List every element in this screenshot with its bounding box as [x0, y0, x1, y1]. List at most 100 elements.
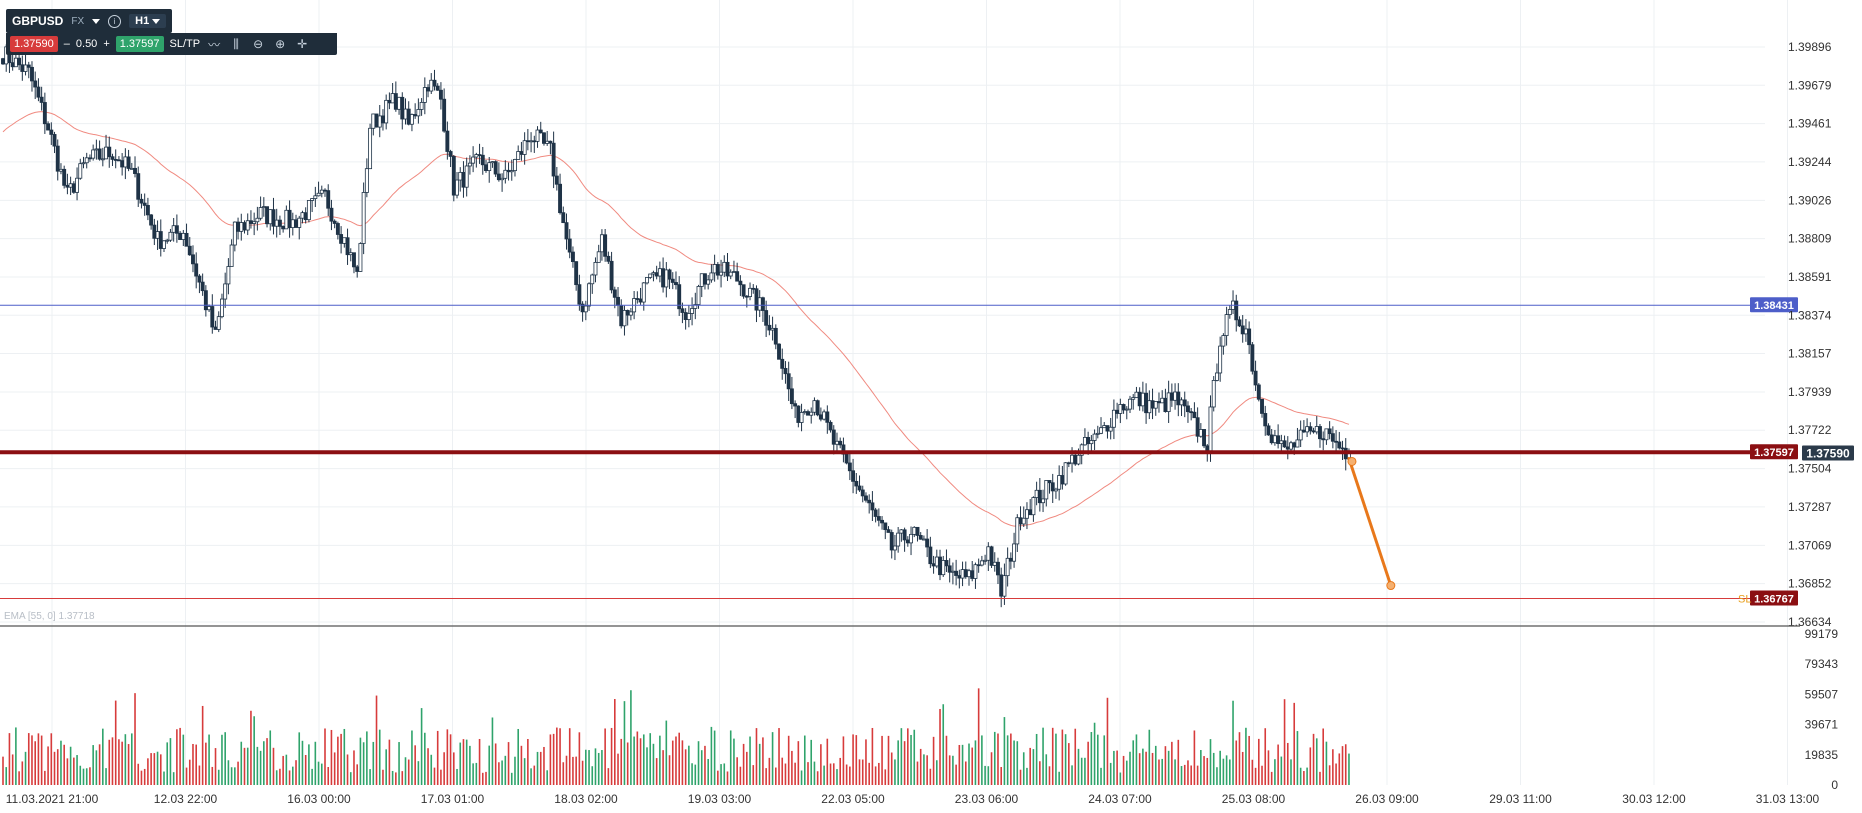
volume-bar	[807, 762, 809, 785]
volume-bar	[1019, 769, 1022, 785]
dropdown-icon[interactable]	[92, 18, 101, 24]
ema-legend: EMA [55, 0] 1.37718	[4, 611, 95, 622]
volume-bar	[762, 737, 764, 785]
volume-bar	[775, 767, 777, 785]
candle-body	[248, 220, 253, 224]
quantity-field[interactable]: 0.50	[75, 38, 98, 50]
volume-bar	[31, 735, 33, 785]
candle-body	[184, 232, 189, 247]
price-tick-label: 1.39026	[1788, 193, 1832, 207]
candle-body	[1, 58, 5, 65]
ema-path	[2, 111, 1350, 527]
candle-body	[17, 57, 22, 66]
volume-bar	[1277, 744, 1279, 785]
candle-body	[764, 310, 769, 326]
candle-body	[628, 311, 633, 316]
zoom-in-icon[interactable]: ⊕	[275, 37, 286, 51]
candle-body	[635, 298, 640, 300]
sltp-button[interactable]: SL/TP	[169, 38, 201, 50]
candle-body	[696, 286, 701, 305]
candle-body	[683, 312, 688, 320]
volume-bar	[1032, 749, 1035, 785]
candle-body	[435, 85, 440, 91]
volume-bar	[720, 764, 722, 785]
candle-body	[458, 171, 463, 181]
volume-bar	[916, 761, 919, 785]
volume-bar	[739, 766, 742, 785]
volume-bar	[221, 734, 223, 785]
info-icon[interactable]: i	[108, 14, 122, 28]
candle-body	[210, 306, 215, 328]
volume-bar	[1125, 760, 1128, 785]
volume-bar	[794, 762, 796, 785]
price-tick-label: 1.38157	[1788, 347, 1832, 361]
candle-body	[864, 495, 868, 501]
candle-body	[931, 563, 936, 567]
volume-bar	[1151, 752, 1154, 785]
volume-bar	[346, 754, 349, 785]
volume-bar	[436, 730, 439, 785]
candle-body	[310, 198, 315, 201]
candle-body	[75, 177, 80, 193]
volume-bar	[404, 757, 407, 785]
volume-bar	[153, 753, 156, 785]
volume-bar	[1309, 747, 1312, 785]
volume-bar	[900, 728, 903, 785]
candle-body	[1247, 328, 1252, 346]
candle-body	[1182, 399, 1187, 407]
price-tick-label: 1.37069	[1788, 538, 1832, 552]
volume-bar	[1229, 759, 1231, 785]
timeframe-select[interactable]: H1	[129, 14, 167, 28]
volume-bar	[910, 734, 912, 785]
volume-bar	[369, 769, 371, 785]
resistance-label: 1.38431	[1754, 300, 1794, 312]
candle-body	[529, 140, 534, 143]
candle-body	[799, 412, 804, 423]
volume-bar	[478, 738, 481, 785]
candle-body	[854, 480, 859, 487]
volume-bar	[469, 745, 471, 785]
volume-bar	[1332, 749, 1334, 785]
volume-bar	[1183, 764, 1186, 785]
candle-body	[519, 151, 524, 155]
volume-bar	[617, 753, 619, 785]
volume-bar	[362, 742, 365, 785]
candle-body	[36, 86, 41, 98]
buy-button[interactable]: 1.37597	[115, 36, 164, 52]
quantity-increase-button[interactable]: +	[103, 38, 110, 50]
candle-body	[403, 108, 408, 120]
symbol-label[interactable]: GBPUSD	[12, 14, 64, 28]
crosshair-icon[interactable]: ✛	[297, 37, 308, 51]
candle-body	[1073, 454, 1078, 465]
candle-body	[1186, 405, 1190, 413]
volume-bar	[108, 739, 111, 785]
chart-type-icon[interactable]: 〰	[208, 37, 221, 52]
candle-body	[577, 284, 582, 305]
volume-bar	[1161, 758, 1163, 785]
candle-body	[1240, 325, 1245, 335]
candle-body	[442, 98, 447, 132]
sell-button[interactable]: 1.37590	[10, 36, 58, 52]
time-tick-label: 24.03 07:00	[1088, 792, 1152, 806]
indicators-icon[interactable]: ⫼	[233, 36, 239, 51]
volume-bar	[575, 756, 577, 785]
candle-body	[941, 560, 946, 576]
candle-body	[1289, 442, 1293, 450]
candle-body	[802, 411, 807, 413]
volume-bar	[662, 750, 664, 785]
volume-bar	[729, 730, 732, 785]
quantity-decrease-button[interactable]: –	[63, 38, 70, 50]
volume-bar	[1200, 750, 1202, 785]
candle-body	[1169, 392, 1174, 401]
candle-body	[570, 251, 575, 263]
candle-body	[542, 132, 546, 144]
volume-bar	[523, 758, 526, 785]
candle-body	[149, 214, 154, 226]
volume-bar	[688, 745, 690, 785]
volume-bar	[997, 733, 999, 785]
candle-body	[364, 168, 369, 193]
zoom-out-icon[interactable]: ⊖	[253, 37, 264, 51]
candle-body	[1205, 445, 1210, 452]
candle-body	[1321, 438, 1326, 441]
